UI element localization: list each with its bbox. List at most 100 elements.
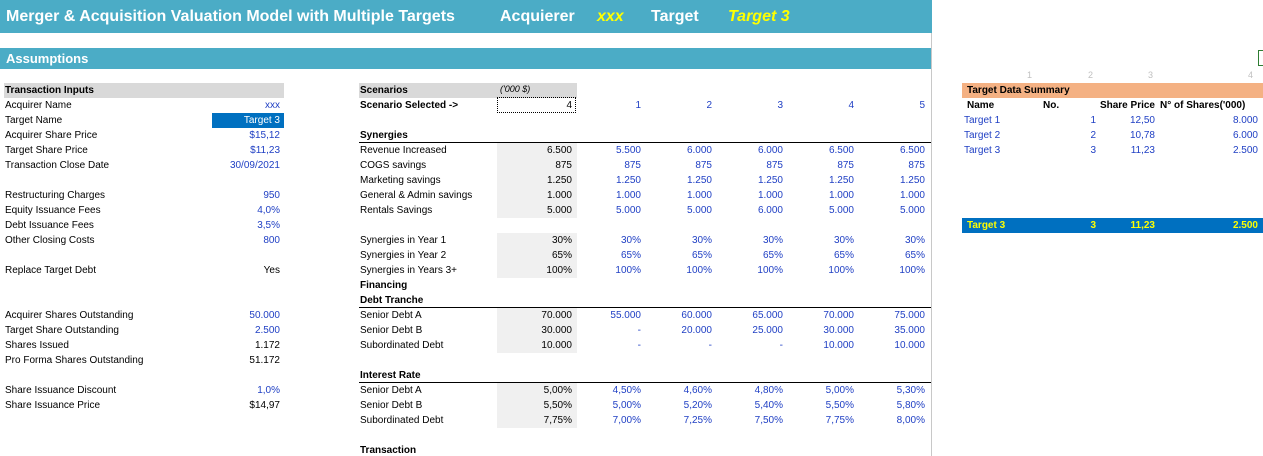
- scenario-cell[interactable]: 5,80%: [896, 400, 925, 411]
- scenario-cell[interactable]: 1.000: [828, 190, 854, 201]
- scenario-cell[interactable]: 6.000: [757, 145, 783, 156]
- input-value[interactable]: 50.000: [249, 310, 280, 321]
- scenario-cell[interactable]: 1.000: [686, 190, 712, 201]
- input-value[interactable]: 3,5%: [257, 220, 280, 231]
- input-value[interactable]: $15,12: [249, 130, 280, 141]
- scenario-cell[interactable]: 5.000: [615, 205, 641, 216]
- scenario-cell[interactable]: 6.000: [757, 205, 783, 216]
- scenario-cell[interactable]: 5,00%: [612, 400, 641, 411]
- scenario-cell[interactable]: 6.500: [899, 145, 925, 156]
- scenario-cell[interactable]: 8,00%: [896, 415, 925, 426]
- scenario-cell[interactable]: 875: [695, 160, 712, 171]
- scenario-cell[interactable]: 10.000: [894, 340, 925, 351]
- scenario-cell[interactable]: 25.000: [752, 325, 783, 336]
- scenario-cell[interactable]: 1.250: [757, 175, 783, 186]
- scenario-cell[interactable]: 30%: [620, 235, 641, 246]
- scenario-cell[interactable]: 1.000: [615, 190, 641, 201]
- scenario-cell[interactable]: 5,20%: [683, 400, 712, 411]
- scenario-cell[interactable]: 4,80%: [754, 385, 783, 396]
- scenario-cell[interactable]: 7,00%: [612, 415, 641, 426]
- scenario-cell[interactable]: 6.500: [828, 145, 854, 156]
- scenario-cell[interactable]: 60.000: [681, 310, 712, 321]
- scenario-cell[interactable]: 875: [624, 160, 641, 171]
- input-value[interactable]: 950: [263, 190, 280, 201]
- scenario-cell[interactable]: 65%: [762, 250, 783, 261]
- scenario-cell[interactable]: 30%: [691, 235, 712, 246]
- scenario-cell[interactable]: 10.000: [823, 340, 854, 351]
- scenario-cell[interactable]: 20.000: [681, 325, 712, 336]
- selected-target-no: 3: [1090, 220, 1096, 231]
- scenario-cell[interactable]: 6.000: [686, 145, 712, 156]
- scenario-cell[interactable]: 35.000: [894, 325, 925, 336]
- scenario-cell[interactable]: 100%: [899, 265, 925, 276]
- scenario-cell[interactable]: 1.000: [899, 190, 925, 201]
- scenario-cell[interactable]: 65%: [691, 250, 712, 261]
- scenario-current-value: 875: [555, 160, 572, 171]
- input-value[interactable]: 30/09/2021: [229, 160, 280, 171]
- scenario-current-value: 5.000: [546, 205, 572, 216]
- scenario-cell[interactable]: 70.000: [823, 310, 854, 321]
- scenario-cell[interactable]: 875: [908, 160, 925, 171]
- input-value: 1.172: [254, 340, 280, 351]
- scenario-cell[interactable]: 5,50%: [825, 400, 854, 411]
- scenario-cell[interactable]: 5,30%: [896, 385, 925, 396]
- scenario-cell[interactable]: 100%: [686, 265, 712, 276]
- summary-col-no: No.: [1043, 100, 1060, 111]
- scenario-cell[interactable]: 7,25%: [683, 415, 712, 426]
- scenario-cell[interactable]: 100%: [757, 265, 783, 276]
- scenario-cell[interactable]: 65%: [904, 250, 925, 261]
- scenario-cell[interactable]: 5,00%: [825, 385, 854, 396]
- scenario-cell[interactable]: 30%: [833, 235, 854, 246]
- scenario-selected-input[interactable]: 4: [566, 100, 572, 111]
- scenario-cell[interactable]: 1.250: [828, 175, 854, 186]
- scenario-cell[interactable]: 5,40%: [754, 400, 783, 411]
- scenario-cell[interactable]: 7,75%: [825, 415, 854, 426]
- scenario-cell[interactable]: 65%: [833, 250, 854, 261]
- selected-target-shares: 2.500: [1232, 220, 1258, 231]
- interest-current-bg: [497, 383, 577, 428]
- scenario-cell[interactable]: 4,60%: [683, 385, 712, 396]
- scenario-row-label: General & Admin savings: [360, 190, 473, 201]
- scenario-cell[interactable]: 875: [766, 160, 783, 171]
- scenario-cell[interactable]: 30%: [762, 235, 783, 246]
- scenario-cell[interactable]: 4,50%: [612, 385, 641, 396]
- acquirer-value[interactable]: xxx: [597, 8, 624, 25]
- scenario-cell[interactable]: 5.500: [615, 145, 641, 156]
- scenario-cell[interactable]: 100%: [615, 265, 641, 276]
- target-label: Target: [651, 8, 699, 25]
- input-value[interactable]: 1,0%: [257, 385, 280, 396]
- scenario-cell[interactable]: 7,50%: [754, 415, 783, 426]
- input-value[interactable]: $11,23: [250, 145, 280, 156]
- scenario-cell[interactable]: 100%: [828, 265, 854, 276]
- scenario-cell[interactable]: 5.000: [686, 205, 712, 216]
- scenario-cell[interactable]: 5.000: [899, 205, 925, 216]
- target-value[interactable]: Target 3: [728, 8, 790, 25]
- scenario-cell[interactable]: 1.000: [757, 190, 783, 201]
- scenario-cell[interactable]: 5.000: [828, 205, 854, 216]
- units-label: ('000 $): [500, 84, 531, 94]
- scenario-cell[interactable]: 1.250: [899, 175, 925, 186]
- scenario-cell[interactable]: -: [708, 340, 712, 351]
- scenario-cell[interactable]: 65%: [620, 250, 641, 261]
- synergies-underline: [359, 142, 931, 143]
- scenario-cell[interactable]: 30.000: [823, 325, 854, 336]
- scenario-cell[interactable]: 875: [837, 160, 854, 171]
- scenario-cell[interactable]: 65.000: [752, 310, 783, 321]
- summary-row-price: 11,23: [1130, 145, 1155, 156]
- input-value[interactable]: 4,0%: [257, 205, 280, 216]
- summary-column-number: 3: [1148, 70, 1154, 80]
- scenario-cell[interactable]: -: [637, 340, 641, 351]
- scenario-cell[interactable]: 75.000: [894, 310, 925, 321]
- scenario-selector-box[interactable]: [497, 97, 576, 113]
- assumptions-bar: Assumptions: [0, 48, 932, 69]
- scenario-cell[interactable]: 1.250: [686, 175, 712, 186]
- input-value[interactable]: 2.500: [254, 325, 280, 336]
- scenario-cell[interactable]: -: [779, 340, 783, 351]
- scenario-cell[interactable]: 55.000: [610, 310, 641, 321]
- input-value[interactable]: Target 3: [243, 115, 280, 126]
- input-value[interactable]: xxx: [265, 100, 280, 111]
- input-value[interactable]: 800: [263, 235, 280, 246]
- scenario-cell[interactable]: 1.250: [615, 175, 641, 186]
- scenario-cell[interactable]: -: [637, 325, 641, 336]
- scenario-cell[interactable]: 30%: [904, 235, 925, 246]
